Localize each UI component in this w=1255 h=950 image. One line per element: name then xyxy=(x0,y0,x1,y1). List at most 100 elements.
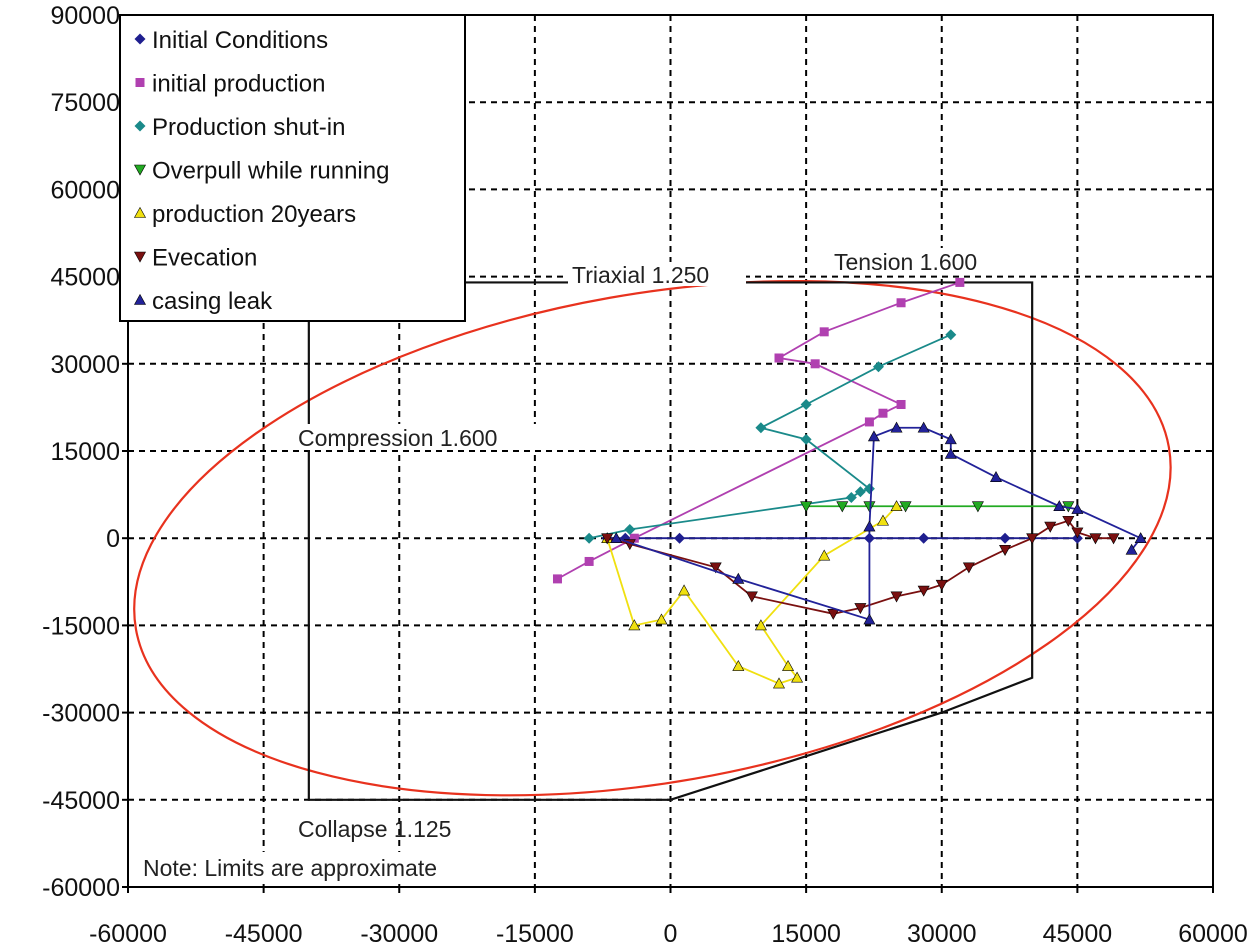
annotation-tension: Tension 1.600 xyxy=(830,248,1030,275)
data-point xyxy=(863,501,876,513)
data-point xyxy=(836,501,849,513)
data-point xyxy=(674,532,686,544)
data-point xyxy=(629,533,639,543)
annotation-triaxial: Triaxial 1.250 xyxy=(568,262,746,288)
legend-marker xyxy=(133,164,147,176)
legend-marker xyxy=(134,120,146,132)
legend-label: Overpull while running xyxy=(152,158,389,185)
data-point xyxy=(1071,527,1084,539)
y-tick-label: -30000 xyxy=(42,700,120,728)
svg-text:Tension 1.600: Tension 1.600 xyxy=(834,249,977,275)
data-point xyxy=(818,549,831,561)
data-point xyxy=(791,671,804,683)
annotation-note: Note: Limits are approximate xyxy=(140,852,520,882)
data-point xyxy=(782,659,795,671)
data-point xyxy=(800,501,813,513)
legend-marker xyxy=(133,206,147,218)
data-point xyxy=(1089,533,1102,545)
data-point xyxy=(962,562,975,574)
data-point xyxy=(1134,532,1147,544)
data-point xyxy=(899,501,912,513)
legend-label: Evecation xyxy=(152,245,257,272)
data-point xyxy=(800,398,812,410)
annotation-compression: Compression 1.600 xyxy=(296,424,566,451)
series-line xyxy=(588,333,952,540)
data-point xyxy=(872,361,884,373)
y-tick-label: 0 xyxy=(106,525,120,553)
data-point xyxy=(854,603,867,615)
annotation-collapse: Collapse 1.125 xyxy=(298,816,451,842)
data-point xyxy=(896,399,906,409)
data-point xyxy=(890,421,903,433)
data-point xyxy=(755,422,767,434)
series-3 xyxy=(800,501,1075,513)
data-point xyxy=(917,421,930,433)
legend-marker xyxy=(133,251,147,263)
data-point xyxy=(583,532,595,544)
data-point xyxy=(863,613,876,625)
x-tick-label: -30000 xyxy=(360,920,438,948)
data-point xyxy=(854,486,866,498)
data-point xyxy=(935,579,948,591)
legend: Initial Conditions initial production Prod… xyxy=(119,14,466,322)
y-tick-label: -60000 xyxy=(42,874,120,902)
y-tick-label: 90000 xyxy=(50,2,120,30)
y-tick-label: 60000 xyxy=(50,176,120,204)
data-point xyxy=(971,501,984,513)
data-point xyxy=(678,584,691,596)
legend-label: initial production xyxy=(152,71,325,98)
y-tick-label: -15000 xyxy=(42,612,120,640)
data-point xyxy=(774,353,784,363)
x-tick-label: 45000 xyxy=(1043,920,1113,948)
data-point xyxy=(867,430,880,442)
data-point xyxy=(624,523,636,535)
data-point xyxy=(1062,515,1075,527)
legend-box xyxy=(119,14,466,322)
data-point xyxy=(772,677,786,689)
data-point xyxy=(896,298,906,308)
limit-lines xyxy=(133,279,1172,801)
data-point xyxy=(945,329,957,341)
legend-label: Production shut-in xyxy=(152,114,345,141)
data-point xyxy=(999,532,1011,544)
x-tick-label: 30000 xyxy=(907,920,977,948)
legend-marker xyxy=(134,33,146,45)
y-tick-labels: 90000 75000 60000 45000 30000 15000 0 -15000 -30… xyxy=(42,2,128,902)
y-tick-label: -45000 xyxy=(42,787,120,815)
svg-text:Triaxial 1.250: Triaxial 1.250 xyxy=(572,262,709,288)
data-point xyxy=(917,585,930,597)
x-tick-label: -15000 xyxy=(496,920,574,948)
series-5 xyxy=(601,515,1120,620)
legend-label: casing leak xyxy=(152,288,273,315)
data-point xyxy=(1044,521,1057,533)
series-line xyxy=(606,505,898,685)
legend-marker xyxy=(135,78,145,87)
data-point xyxy=(989,471,1003,482)
y-tick-label: 15000 xyxy=(50,438,120,466)
data-point xyxy=(601,533,614,545)
data-point xyxy=(610,532,623,544)
data-point xyxy=(1071,503,1084,514)
svg-text:Note: Limits are approximate: Note: Limits are approximate xyxy=(143,855,437,881)
series-group xyxy=(552,277,1147,689)
data-point xyxy=(1125,543,1138,555)
legend-label: production 20years xyxy=(152,201,356,228)
data-point xyxy=(1053,500,1066,512)
y-tick-label: 75000 xyxy=(50,89,120,117)
y-tick-label: 45000 xyxy=(50,264,120,292)
data-point xyxy=(552,574,562,584)
data-point xyxy=(864,417,874,427)
x-tick-label: 60000 xyxy=(1178,920,1248,948)
legend-label: Initial Conditions xyxy=(152,27,328,54)
series-6 xyxy=(610,421,1147,625)
data-point xyxy=(876,514,889,526)
data-point xyxy=(955,277,965,287)
data-point xyxy=(709,562,722,574)
legend-marker xyxy=(133,293,147,305)
svg-text:Compression 1.600: Compression 1.600 xyxy=(298,425,497,451)
x-tick-label: 15000 xyxy=(771,920,841,948)
data-point xyxy=(628,619,641,631)
design-limit-envelope xyxy=(307,281,1034,801)
data-point xyxy=(1026,533,1039,545)
